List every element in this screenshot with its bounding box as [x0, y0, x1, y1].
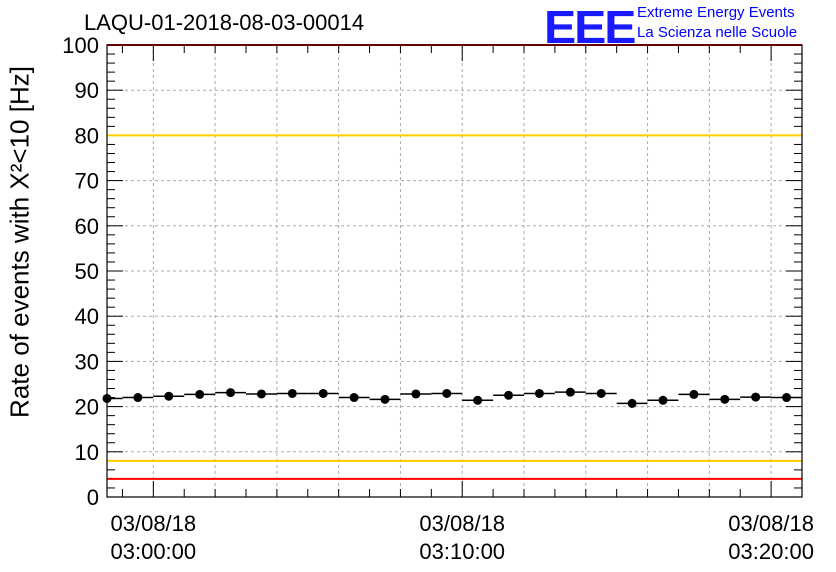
- data-point: [720, 394, 730, 404]
- data-point: [473, 395, 483, 405]
- y-tick-label: 90: [75, 78, 99, 103]
- x-tick-time: 03:20:00: [728, 539, 814, 564]
- y-tick-label: 60: [75, 214, 99, 239]
- data-point: [226, 388, 236, 398]
- data-point: [442, 388, 452, 398]
- x-tick-date: 03/08/18: [728, 511, 814, 536]
- x-tick-label: 03/08/18 03:00:00: [111, 510, 197, 566]
- y-tick-label: 0: [87, 485, 99, 510]
- y-tick-label: 20: [75, 395, 99, 420]
- data-point: [534, 388, 544, 398]
- x-tick-label: 03/08/18 03:10:00: [419, 510, 505, 566]
- data-point: [504, 390, 514, 400]
- x-tick-date: 03/08/18: [419, 511, 506, 536]
- logo-text-line1: Extreme Energy Events: [637, 4, 795, 21]
- data-point: [287, 388, 297, 398]
- data-point: [164, 391, 174, 401]
- data-point: [565, 387, 575, 397]
- data-point: [133, 393, 143, 403]
- y-tick-label: 100: [62, 33, 99, 58]
- x-tick-time: 03:10:00: [419, 539, 506, 564]
- data-point: [256, 389, 266, 399]
- data-point: [658, 395, 668, 405]
- y-tick-label: 80: [75, 123, 99, 148]
- y-tick-label: 40: [75, 304, 99, 329]
- chart-title: LAQU-01-2018-08-03-00014: [84, 10, 365, 35]
- data-point: [380, 394, 390, 404]
- logo-text-line2: La Scienza nelle Scuole: [637, 24, 798, 41]
- plot-frame: [106, 44, 803, 498]
- data-point: [689, 389, 699, 399]
- data-point: [751, 392, 761, 402]
- x-tick-date: 03/08/18: [110, 511, 197, 536]
- y-tick-label: 50: [75, 259, 99, 284]
- data-point: [195, 389, 205, 399]
- y-tick-label: 30: [75, 349, 99, 374]
- x-tick-label: 03/08/18 03:20:00: [728, 510, 814, 566]
- y-tick-label: 70: [75, 169, 99, 194]
- data-point: [411, 389, 421, 399]
- y-tick-label: 10: [75, 440, 99, 465]
- data-point: [596, 388, 606, 398]
- x-tick-time: 03:00:00: [110, 539, 197, 564]
- data-point: [782, 393, 792, 403]
- data-point: [318, 388, 328, 398]
- data-point: [102, 393, 112, 403]
- data-point: [349, 393, 359, 403]
- data-point: [627, 398, 637, 408]
